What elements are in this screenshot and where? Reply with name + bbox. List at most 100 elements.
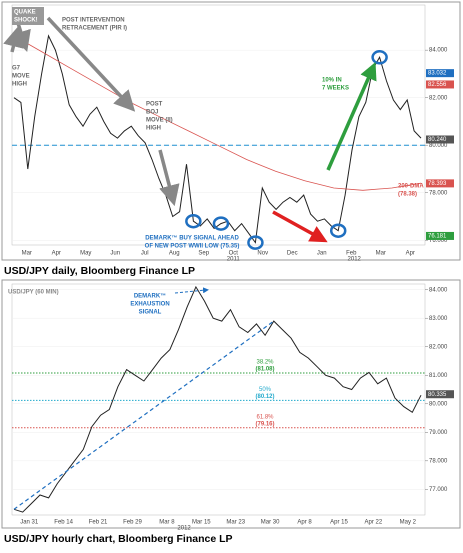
x-tick-label: Sep [198, 251, 209, 257]
x-tick-label: Aug [169, 251, 180, 257]
y-tick-label: 84.000 [429, 287, 448, 293]
year-label: 2011 [227, 257, 241, 263]
annotation: SIGNAL [139, 310, 162, 316]
moving-average [13, 35, 422, 191]
price-label: 78.393 [428, 181, 447, 187]
x-tick-label: Mar 23 [226, 520, 245, 526]
arrow [326, 61, 377, 171]
annotation: MOVE (II) [146, 118, 173, 124]
x-tick-label: Apr 8 [297, 520, 312, 526]
plot-area [11, 4, 426, 246]
level-label: 61.8% [256, 414, 274, 420]
annotation: HIGH [12, 82, 27, 88]
y-tick-label: 81.000 [429, 373, 448, 379]
x-tick-label: Apr 22 [365, 520, 383, 526]
x-tick-label: Mar 30 [261, 520, 280, 526]
arrow [272, 210, 328, 243]
x-tick-label: May 2 [400, 520, 417, 526]
price-line [13, 285, 422, 513]
year-label: 2012 [348, 257, 362, 263]
x-tick-label: Apr 15 [330, 520, 348, 526]
price-label-box [426, 390, 454, 399]
y-tick-label: 80.000 [429, 401, 448, 407]
y-tick-label: 83.000 [429, 316, 448, 322]
x-tick-label: Feb 29 [123, 520, 142, 526]
annotation: (78.38) [398, 192, 417, 198]
caption: USD/JPY daily, Bloomberg Finance LP [4, 265, 195, 277]
highlight-circle [185, 213, 202, 229]
level-value: (81.08) [255, 367, 274, 373]
y-tick-label: 82.000 [429, 344, 448, 350]
x-tick-label: Nov [257, 251, 268, 257]
level-label: 50% [259, 387, 272, 393]
y-tick-label: 82.000 [429, 95, 448, 101]
x-tick-label: Jan [317, 251, 327, 257]
annotation: RETRACEMENT (PIR I) [62, 26, 127, 32]
annotation: G7 [12, 66, 21, 72]
annotation: MOVE [12, 74, 30, 80]
y-tick-label: 79.000 [429, 430, 448, 436]
level-value: (79.16) [255, 421, 274, 427]
highlight-circle [247, 235, 264, 250]
annotation: 200-DMA [398, 184, 424, 190]
x-tick-label: Mar [22, 251, 32, 257]
y-tick-label: 77.000 [429, 487, 448, 493]
x-tick-label: Oct [229, 251, 239, 257]
annotation: QUAKE [14, 10, 36, 16]
x-tick-label: Jan 31 [20, 520, 39, 526]
price-label: 76.181 [428, 234, 447, 240]
x-tick-label: Mar 15 [192, 520, 211, 526]
y-tick-label: 78.000 [429, 190, 448, 196]
x-tick-label: Feb 14 [54, 520, 73, 526]
y-tick-label: 78.000 [429, 458, 448, 464]
x-tick-label: Jul [141, 251, 149, 257]
x-tick-label: Dec [287, 251, 298, 257]
year-label: 2012 [177, 526, 191, 532]
price-label-box [426, 231, 454, 240]
price-label-box [426, 179, 454, 188]
price-label: 83.032 [428, 71, 447, 77]
trend-line [13, 320, 275, 510]
y-tick-label: 80.000 [429, 143, 448, 149]
y-tick-label: 84.000 [429, 48, 448, 54]
x-tick-label: Apr [52, 251, 61, 257]
price-label: 80.335 [428, 392, 447, 398]
highlight-circle [371, 50, 388, 65]
price-label: 82.556 [428, 82, 447, 88]
price-label: 80.240 [428, 137, 447, 143]
price-label-box [426, 69, 454, 78]
x-tick-label: Mar 8 [159, 520, 175, 526]
annotation: POST INTERVENTION [62, 18, 125, 24]
annotation: DEMARK™ BUY SIGNAL AHEAD [145, 235, 239, 242]
annotation: OF NEW POST WWII LOW (75.35) [145, 244, 240, 250]
price-label-box [426, 80, 454, 89]
plot-area [11, 283, 426, 516]
annotation-box [12, 7, 44, 25]
annotation: BOJ [146, 110, 158, 116]
annotation: 7 WEEKS [322, 86, 349, 92]
annotation: 10% IN [322, 78, 342, 84]
highlight-circle [329, 223, 347, 238]
x-tick-label: Apr [406, 251, 415, 257]
x-tick-label: Mar [376, 251, 386, 257]
price-line [13, 34, 422, 244]
annotation: POST [146, 102, 163, 108]
x-tick-label: Feb 21 [89, 520, 108, 526]
annotation: EXHAUSTION [130, 302, 169, 308]
caption: USD/JPY hourly chart, Bloomberg Finance … [4, 533, 233, 545]
x-tick-label: Jun [110, 251, 120, 257]
annotation: SHOCK! [14, 18, 38, 24]
chart-title: USD/JPY (60 MIN) [8, 290, 59, 296]
x-tick-label: Feb [346, 251, 357, 257]
arrow [46, 16, 136, 112]
annotation: DEMARK™ [134, 293, 166, 300]
arrow [174, 287, 209, 294]
level-label: 38.2% [256, 360, 274, 366]
level-value: (80.12) [255, 394, 274, 400]
x-tick-label: May [80, 251, 91, 257]
y-tick-label: 76.000 [429, 238, 448, 244]
highlight-circle [212, 216, 230, 231]
annotation: HIGH [146, 126, 161, 132]
price-label-box [426, 135, 454, 144]
